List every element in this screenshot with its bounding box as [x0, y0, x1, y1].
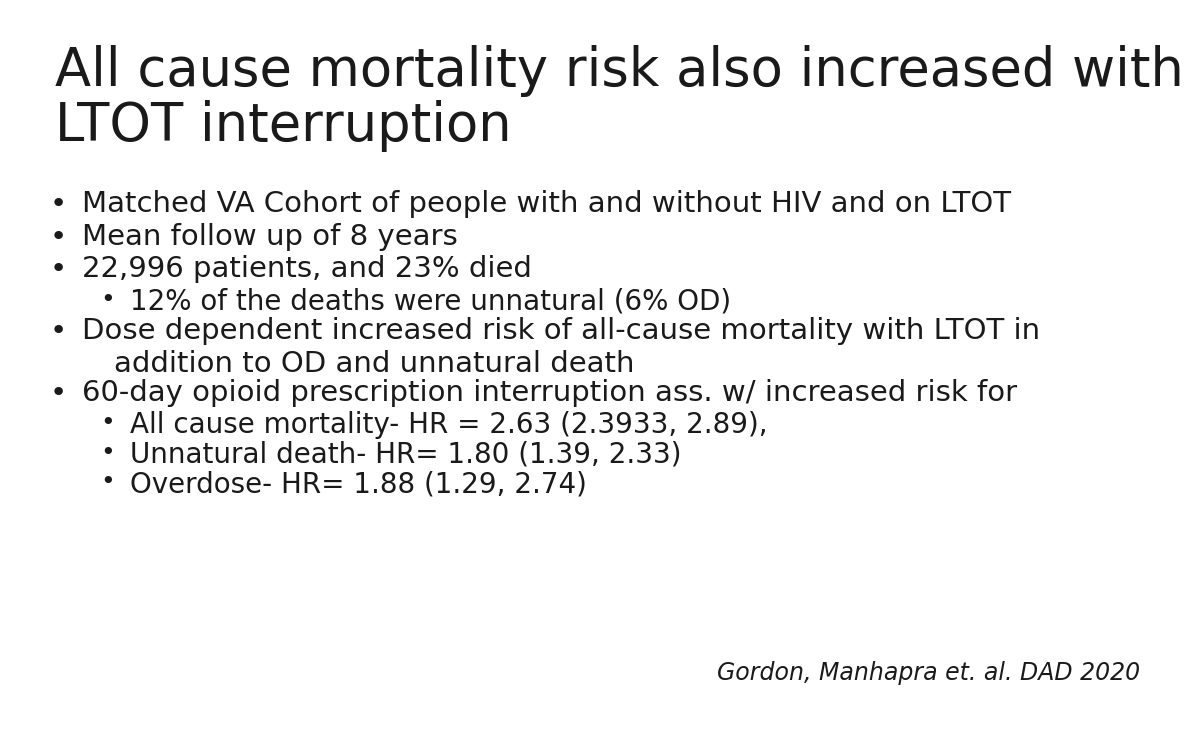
Text: All cause mortality- HR = 2.63 (2.3933, 2.89),: All cause mortality- HR = 2.63 (2.3933, … — [130, 411, 768, 440]
Text: 60-day opioid prescription interruption ass. w/ increased risk for: 60-day opioid prescription interruption … — [82, 379, 1018, 407]
Text: Overdose- HR= 1.88 (1.29, 2.74): Overdose- HR= 1.88 (1.29, 2.74) — [130, 471, 587, 499]
Text: •: • — [100, 471, 115, 494]
Text: LTOT interruption: LTOT interruption — [55, 100, 511, 152]
Text: All cause mortality risk also increased with: All cause mortality risk also increased … — [55, 45, 1184, 97]
Text: •: • — [100, 411, 115, 435]
Text: Mean follow up of 8 years: Mean follow up of 8 years — [82, 223, 457, 251]
Text: Dose dependent increased risk of all-cause mortality with LTOT in: Dose dependent increased risk of all-cau… — [82, 317, 1040, 346]
Text: •: • — [50, 379, 67, 407]
Text: •: • — [50, 190, 67, 218]
Text: •: • — [100, 288, 115, 312]
Text: 22,996 patients, and 23% died: 22,996 patients, and 23% died — [82, 255, 532, 283]
Text: Matched VA Cohort of people with and without HIV and on LTOT: Matched VA Cohort of people with and wit… — [82, 190, 1010, 218]
Text: addition to OD and unnatural death: addition to OD and unnatural death — [114, 350, 635, 378]
Text: •: • — [50, 317, 67, 346]
Text: •: • — [100, 441, 115, 465]
Text: •: • — [50, 223, 67, 251]
Text: Unnatural death- HR= 1.80 (1.39, 2.33): Unnatural death- HR= 1.80 (1.39, 2.33) — [130, 441, 682, 469]
Text: 12% of the deaths were unnatural (6% OD): 12% of the deaths were unnatural (6% OD) — [130, 288, 731, 316]
Text: •: • — [50, 255, 67, 283]
Text: Gordon, Manhapra et. al. DAD 2020: Gordon, Manhapra et. al. DAD 2020 — [716, 661, 1140, 685]
